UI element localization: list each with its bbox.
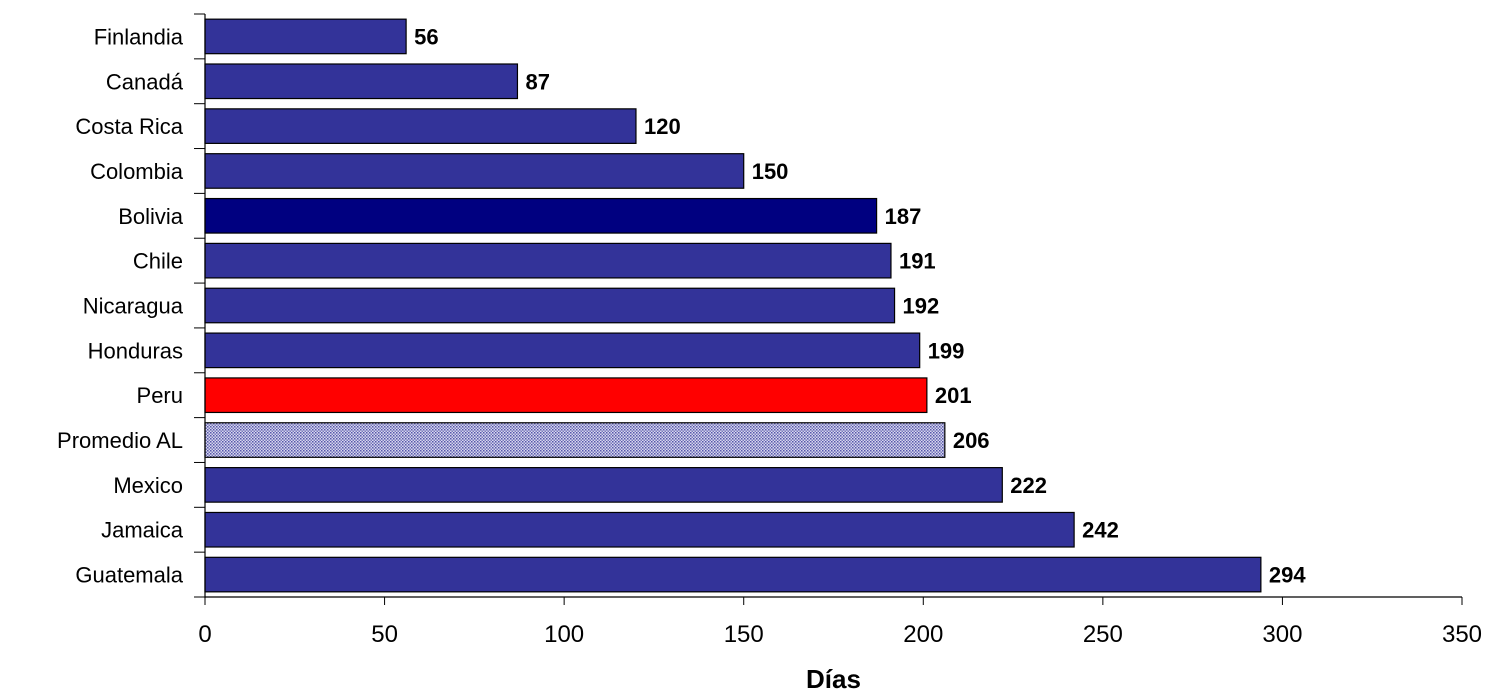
- category-label-peru: Peru: [137, 383, 183, 408]
- bar-peru: [204, 377, 928, 414]
- bar-costa-rica: [204, 108, 637, 144]
- data-label-finlandia: 56: [414, 24, 438, 49]
- bar-mexico: [204, 467, 1003, 503]
- data-label-promedio-al: 206: [953, 428, 990, 453]
- category-label-chile: Chile: [133, 249, 183, 274]
- bar-nicaragua: [204, 287, 896, 324]
- x-tick-label: 350: [1442, 621, 1482, 648]
- category-label-guatemala: Guatemala: [75, 563, 183, 588]
- bar-colombia: [204, 153, 745, 189]
- data-label-bolivia: 187: [885, 204, 922, 229]
- x-tick-label: 250: [1083, 621, 1123, 648]
- x-tick-label: 50: [371, 621, 398, 648]
- data-label-nicaragua: 192: [903, 294, 940, 319]
- bar-honduras: [204, 332, 921, 369]
- category-label-jamaica: Jamaica: [101, 518, 184, 543]
- category-label-honduras: Honduras: [88, 338, 183, 363]
- category-label-costa-rica: Costa Rica: [75, 114, 183, 139]
- bar-canada: [204, 63, 519, 100]
- data-label-mexico: 222: [1010, 473, 1047, 498]
- category-label-colombia: Colombia: [90, 159, 184, 184]
- category-label-nicaragua: Nicaragua: [83, 294, 184, 319]
- category-label-mexico: Mexico: [113, 473, 183, 498]
- data-label-honduras: 199: [928, 338, 965, 363]
- category-label-canada: Canadá: [106, 69, 184, 94]
- data-label-guatemala: 294: [1269, 563, 1306, 588]
- data-label-peru: 201: [935, 383, 972, 408]
- bar-chile: [204, 242, 892, 279]
- data-label-chile: 191: [899, 249, 936, 274]
- data-label-costa-rica: 120: [644, 114, 681, 139]
- category-label-promedio-al: Promedio AL: [57, 428, 183, 453]
- x-tick-label: 300: [1262, 621, 1302, 648]
- plot-area: 56 Finlandia 87 Canadá 120 Costa Rica 150 Colom…: [57, 13, 1482, 648]
- data-label-colombia: 150: [752, 159, 789, 184]
- x-tick-label: 200: [903, 621, 943, 648]
- data-label-jamaica: 242: [1082, 518, 1119, 543]
- data-label-canada: 87: [525, 69, 549, 94]
- category-label-bolivia: Bolivia: [118, 204, 184, 229]
- bar-guatemala: [204, 556, 1262, 593]
- x-axis-title: Días: [806, 664, 861, 693]
- bar-finlandia: [204, 18, 407, 55]
- bar-bolivia: [204, 197, 878, 234]
- x-tick-label: 100: [544, 621, 584, 648]
- x-tick-label: 150: [724, 621, 764, 648]
- bar-promedio-al: [204, 422, 946, 458]
- bar-jamaica: [204, 511, 1075, 548]
- category-label-finlandia: Finlandia: [94, 24, 184, 49]
- x-tick-label: 0: [198, 621, 211, 648]
